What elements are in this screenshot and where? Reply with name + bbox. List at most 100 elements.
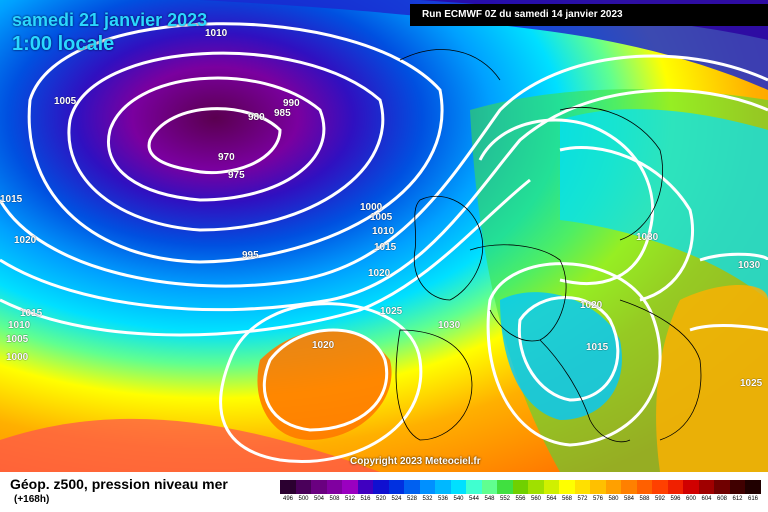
scale-label: 520 [375,496,386,502]
scale-swatch [559,480,575,494]
legend-footer: Géop. z500, pression niveau mer (+168h) … [0,472,768,512]
isobar-label: 1005 [6,334,29,345]
isobar-label: 980 [248,112,265,123]
isobar-label: 1010 [205,28,228,39]
scale-swatch [357,480,374,494]
isobar-label: 975 [228,170,245,181]
isobar-label: 1000 [360,202,383,213]
scale-label: 544 [468,496,479,502]
scale-swatch [419,480,436,494]
model-run-banner: Run ECMWF 0Z du samedi 14 janvier 2023 [410,4,768,26]
scale-label: 592 [654,496,665,502]
scale-swatch [605,480,622,494]
scale-label: 604 [701,496,712,502]
isobar-label: 1015 [586,342,609,353]
scale-swatch [683,480,699,494]
isobar-label: 1025 [740,378,763,389]
forecast-date: samedi 21 janvier 2023 [12,10,208,30]
scale-label: 568 [561,496,572,502]
scale-swatch [388,480,405,494]
isobar-label: 1025 [380,306,403,317]
scale-swatch [745,480,761,494]
isobar-label: 1010 [372,226,395,237]
scale-label: 588 [639,496,650,502]
isobar-label: 970 [218,152,235,163]
scale-label: 508 [329,496,340,502]
scale-swatch [574,480,591,494]
scale-label: 556 [515,496,526,502]
scale-label: 536 [437,496,448,502]
scale-label: 496 [282,496,293,502]
forecast-hour: (+168h) [14,494,50,505]
isobar-label: 1020 [312,340,335,351]
scale-swatch [280,480,296,494]
scale-label: 564 [546,496,557,502]
isobar-label: 1020 [368,268,391,279]
isobar-label: 1015 [0,194,23,205]
scale-swatch [590,480,606,494]
isobar-label: 1005 [370,212,393,223]
isobar-label: 1030 [636,232,659,243]
scale-label: 500 [298,496,309,502]
scale-label: 616 [747,496,758,502]
scale-label: 524 [391,496,402,502]
scale-swatch [481,480,498,494]
isobar-label: 1020 [580,300,603,311]
scale-swatch [636,480,653,494]
scale-label: 540 [453,496,464,502]
scale-label: 516 [360,496,371,502]
scale-swatch [652,480,668,494]
coastlines [395,49,702,443]
scale-label: 548 [484,496,495,502]
isobar-label: 1000 [6,352,29,363]
isobar-label: 1005 [54,96,77,107]
scale-swatch [497,480,513,494]
scale-swatch [295,480,312,494]
map-canvas [0,0,768,472]
scale-label: 612 [732,496,743,502]
isobar-label: 985 [274,108,291,119]
isobar-label: 1015 [20,308,43,319]
scale-swatch [714,480,730,494]
scale-swatch [528,480,544,494]
scale-swatch [450,480,467,494]
scale-label: 572 [577,496,588,502]
scale-swatch [543,480,560,494]
scale-label: 600 [685,496,696,502]
scale-label: 532 [422,496,433,502]
isobar-lines [0,22,768,463]
scale-swatch [342,480,358,494]
scale-label: 608 [716,496,727,502]
copyright: Copyright 2023 Meteociel.fr [350,456,481,467]
scale-label: 584 [623,496,634,502]
isobar-label: 1010 [8,320,31,331]
scale-swatch [698,480,715,494]
scale-label: 504 [313,496,324,502]
scale-swatch [621,480,637,494]
legend-title: Géop. z500, pression niveau mer [10,476,228,492]
isobar-label: 990 [283,98,300,109]
scale-swatch [311,480,327,494]
weather-map [0,0,768,472]
isobar-label: 1015 [374,242,397,253]
scale-swatch [326,480,343,494]
scale-swatch [667,480,684,494]
isobar-label: 1030 [738,260,761,271]
forecast-time: 1:00 locale [12,33,115,55]
isobar-label: 1030 [438,320,461,331]
scale-swatch [729,480,746,494]
scale-label: 560 [530,496,541,502]
scale-swatch [373,480,389,494]
scale-swatch [466,480,482,494]
isobar-label: 1020 [14,235,37,246]
scale-label: 596 [670,496,681,502]
scale-label: 552 [499,496,510,502]
scale-label: 576 [592,496,603,502]
isobar-label: 995 [242,250,259,261]
scale-label: 512 [344,496,355,502]
scale-label: 528 [406,496,417,502]
scale-label: 580 [608,496,619,502]
scale-swatch [512,480,529,494]
scale-swatch [435,480,451,494]
scale-swatch [404,480,420,494]
